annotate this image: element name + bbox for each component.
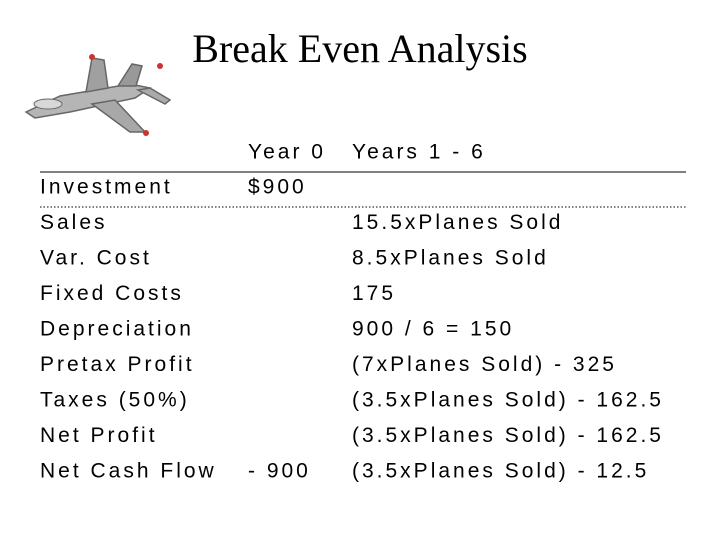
row-label: Fixed Costs	[40, 282, 184, 305]
years-cell: (3.5xPlanes Sold) - 162.5	[352, 389, 664, 412]
years-cell: 15.5xPlanes Sold	[352, 211, 563, 234]
row-label: Net Cash Flow	[40, 460, 217, 483]
year0-cell: $900	[248, 176, 307, 199]
title: Break Even Analysis	[192, 26, 528, 71]
years-cell: (3.5xPlanes Sold) - 162.5	[352, 424, 664, 447]
column-header: Years 1 - 6	[352, 141, 486, 164]
row-label: Taxes (50%)	[40, 389, 190, 412]
row-label: Sales	[40, 211, 108, 234]
year0-cell: - 900	[248, 460, 311, 483]
row-label: Depreciation	[40, 318, 194, 341]
years-cell: (7xPlanes Sold) - 325	[352, 353, 617, 376]
years-cell: 8.5xPlanes Sold	[352, 247, 549, 270]
row-label: Investment	[40, 176, 173, 199]
row-label: Var. Cost	[40, 247, 152, 270]
column-header: Year 0	[248, 141, 326, 164]
table-body: Investment $900 Sales 15.5xPlanes Sold Var. …	[40, 176, 686, 483]
row-label: Pretax Profit	[40, 353, 195, 376]
years-cell: (3.5xPlanes Sold) - 12.5	[352, 460, 649, 483]
years-cell: 900 / 6 = 150	[352, 318, 514, 341]
row-label: Net Profit	[40, 424, 158, 447]
jet-illustration	[24, 54, 172, 136]
years-cell: 175	[352, 282, 396, 305]
